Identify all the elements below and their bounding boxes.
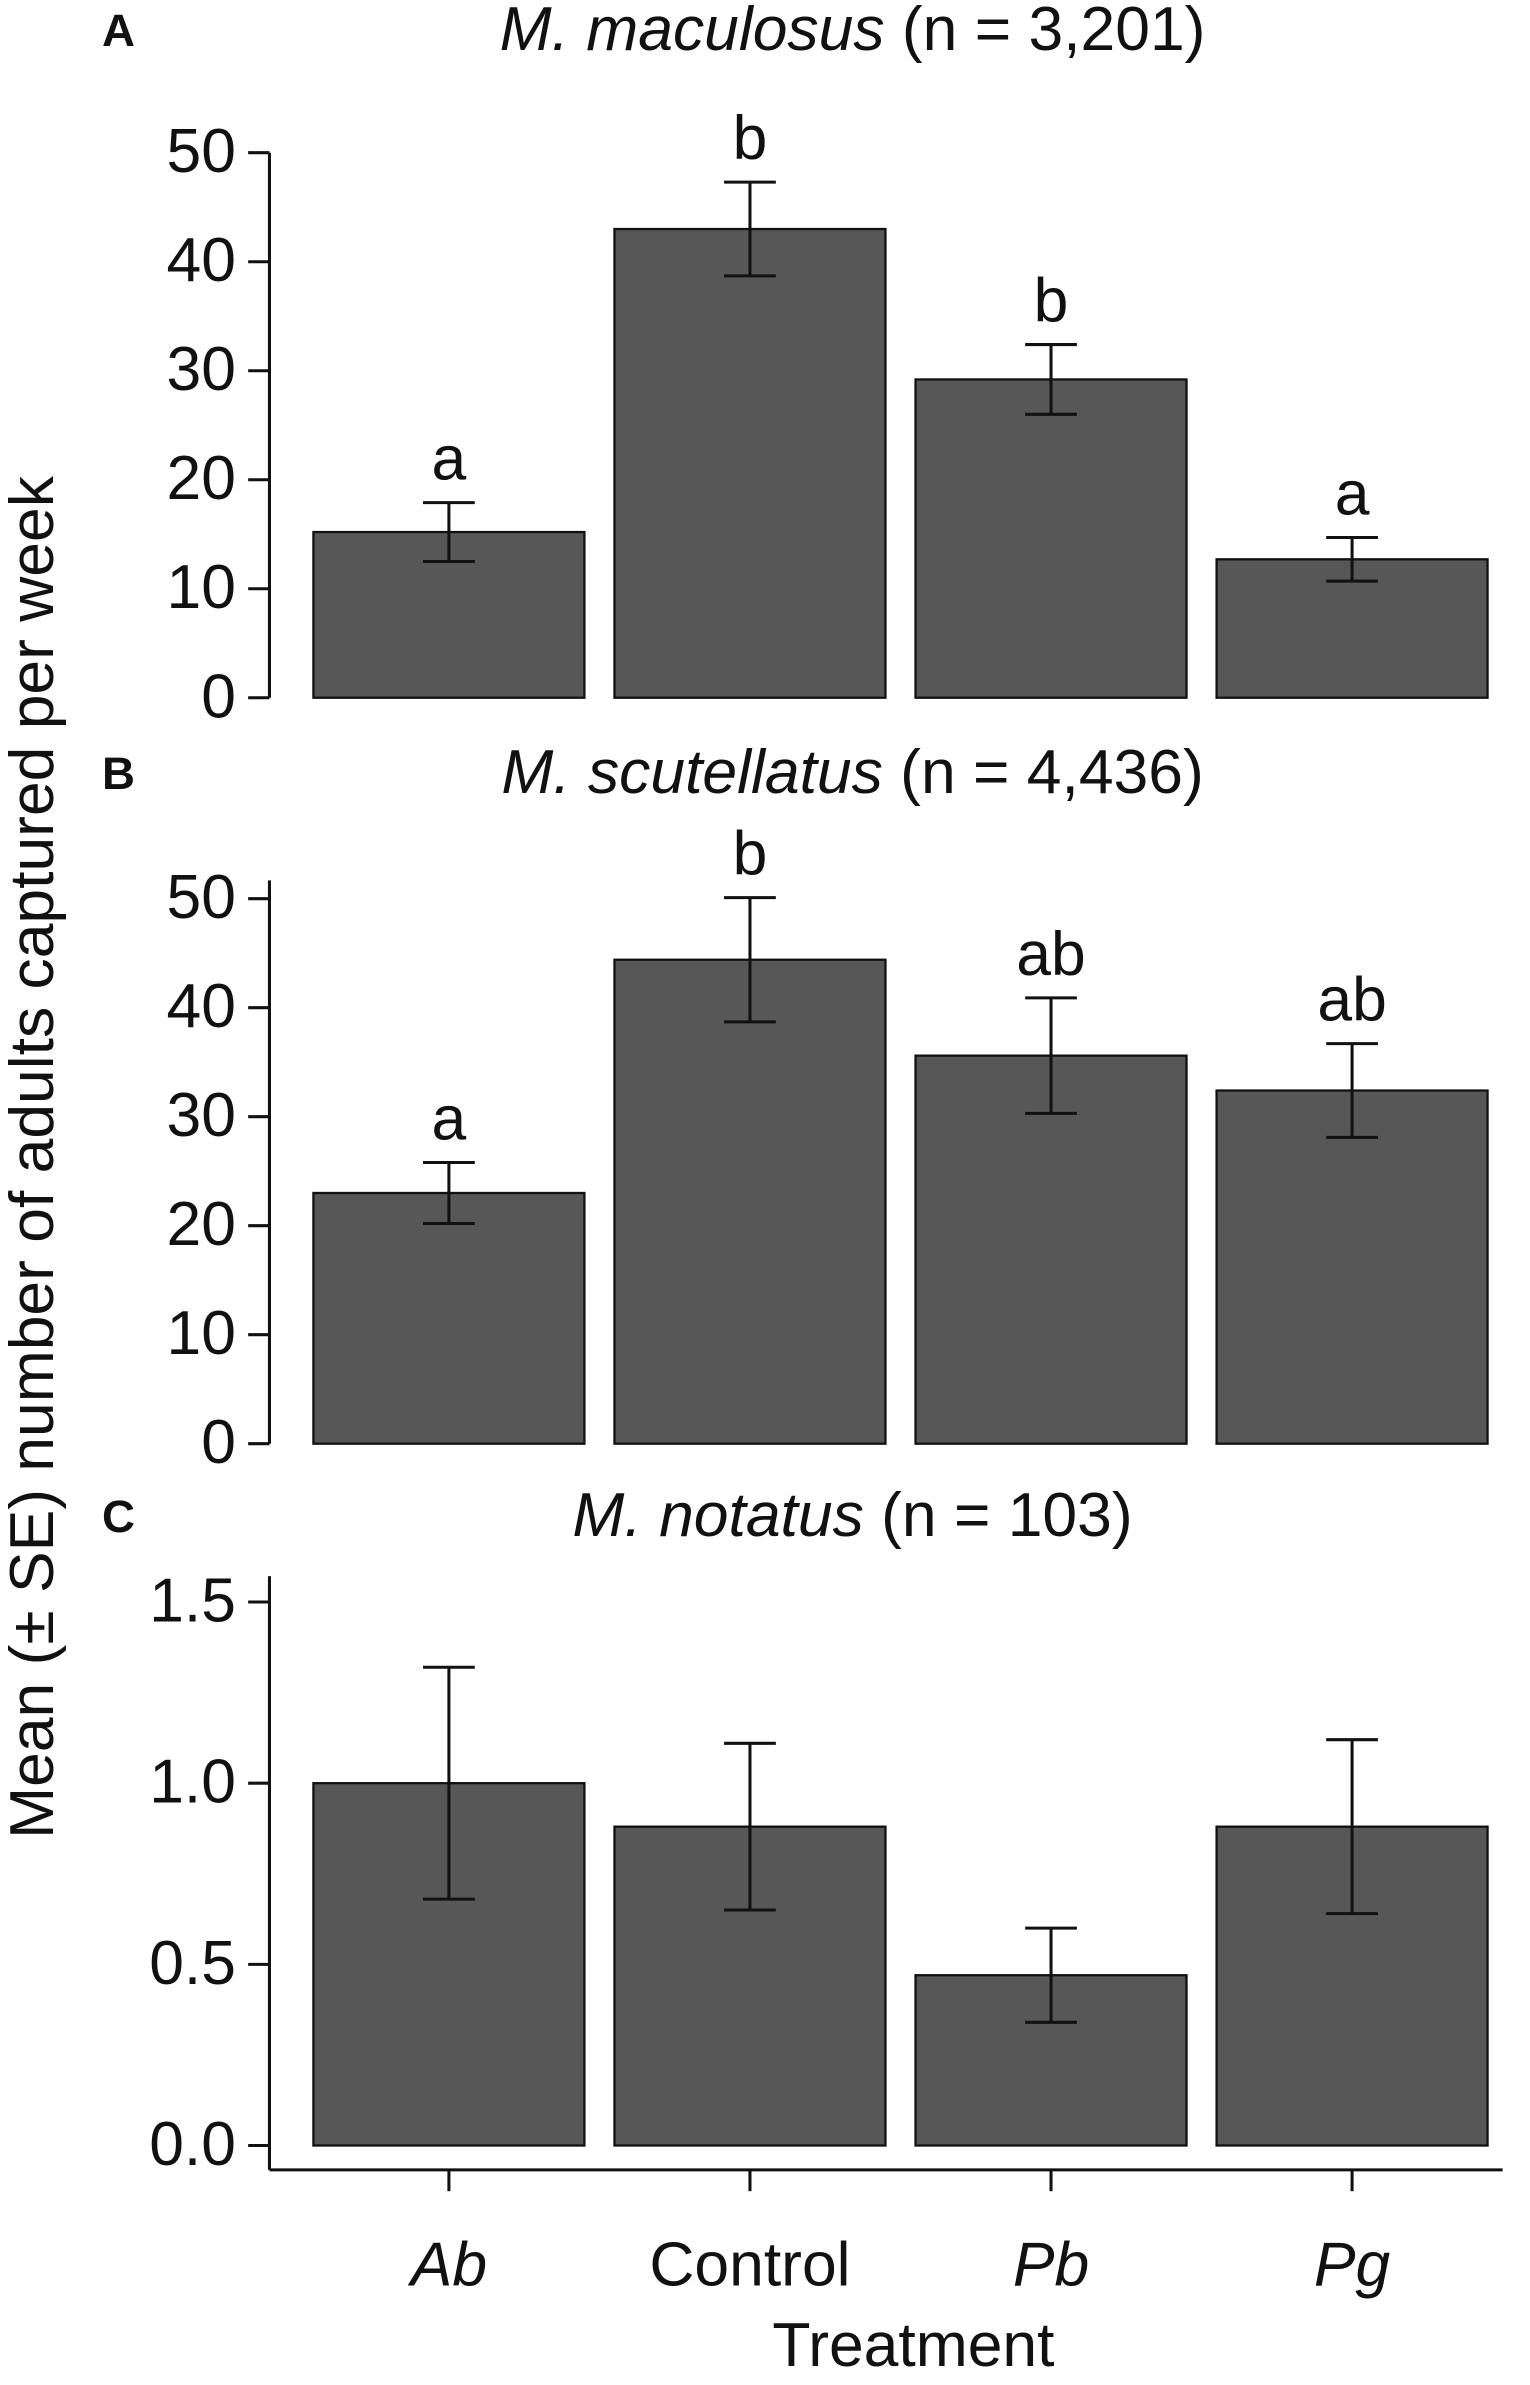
y-tick-label: 40 [167, 972, 236, 1041]
error-bar [1326, 1738, 1378, 1916]
error-bar [1326, 1042, 1378, 1139]
y-tick-label: 50 [167, 863, 236, 932]
chart-title: M. scutellatus (n = 4,436) [501, 738, 1203, 807]
x-tick-label: Pg [1314, 2230, 1391, 2299]
bar [613, 227, 887, 699]
significance-letter: a [1335, 459, 1370, 528]
y-tick-label: 1.5 [149, 1567, 236, 1636]
bar [1215, 1089, 1489, 1445]
error-bar [724, 896, 776, 1024]
y-tick-label: 0.5 [149, 1929, 236, 1998]
significance-letter: a [432, 425, 467, 494]
y-axis-label: Mean (± SE) number of adults captured pe… [0, 475, 67, 1839]
y-tick-label: 1.0 [149, 1748, 236, 1817]
y-tick-label: 0.0 [149, 2110, 236, 2179]
significance-letter: b [1034, 266, 1069, 335]
x-axis-label: Treatment [772, 2311, 1054, 2380]
chart-title: M. notatus (n = 103) [572, 1481, 1132, 1550]
error-bar [1025, 996, 1077, 1115]
error-bar [724, 180, 776, 278]
y-tick-label: 50 [167, 117, 236, 186]
y-tick-label: 20 [167, 444, 236, 513]
error-bar [1326, 535, 1378, 583]
title-species: M. scutellatus [501, 738, 883, 807]
title-species: M. notatus [572, 1481, 863, 1550]
panel-label: A [102, 5, 135, 56]
y-tick-label: 30 [167, 335, 236, 404]
title-count: (n = 103) [864, 1481, 1133, 1550]
y-tick-label: 20 [167, 1190, 236, 1259]
y-tick-label: 10 [167, 1299, 236, 1368]
panel-label: C [102, 1491, 135, 1542]
y-tick-label: 40 [167, 226, 236, 295]
panel-label: B [102, 748, 135, 799]
significance-letter: b [733, 819, 768, 888]
y-tick-label: 0 [201, 1408, 236, 1477]
y-tick-label: 30 [167, 1081, 236, 1150]
bar [312, 1191, 586, 1445]
y-tick-label: 0 [201, 662, 236, 731]
bar [613, 958, 887, 1445]
error-bar [1025, 343, 1077, 416]
title-species: M. maculosus [500, 0, 885, 64]
error-bar [423, 501, 475, 563]
error-bar [1025, 1926, 1077, 2024]
error-bar [423, 1160, 475, 1226]
x-tick-label: Pb [1013, 2230, 1089, 2299]
significance-letter: a [432, 1084, 467, 1153]
significance-letter: ab [1016, 920, 1085, 989]
error-bar [724, 1741, 776, 1912]
significance-letter: ab [1317, 966, 1386, 1035]
x-tick-label: Control [649, 2230, 850, 2299]
bar [914, 378, 1188, 699]
error-bar [423, 1665, 475, 1901]
significance-letter: b [733, 104, 768, 173]
bar [914, 1054, 1188, 1445]
title-count: (n = 4,436) [883, 738, 1204, 807]
x-tick-label: Ab [407, 2230, 487, 2299]
y-tick-label: 10 [167, 553, 236, 622]
chart-title: M. maculosus (n = 3,201) [500, 0, 1206, 64]
title-count: (n = 3,201) [885, 0, 1206, 64]
